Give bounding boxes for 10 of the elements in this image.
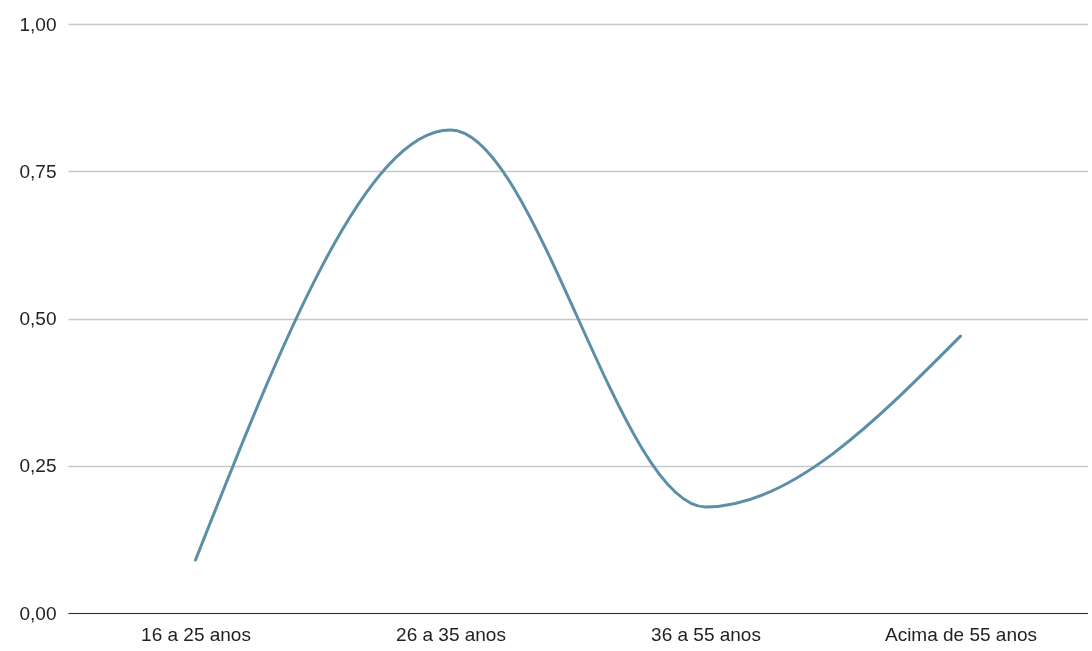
y-tick-label: 0,50 [19, 308, 57, 329]
y-tick-label: 0,25 [19, 455, 57, 477]
y-tick-label: 0,00 [19, 602, 57, 624]
x-tick-label: 16 a 25 anos [141, 623, 251, 645]
x-tick-label: 26 a 35 anos [396, 623, 506, 645]
y-tick-label: 1,00 [19, 13, 57, 35]
line-series [194, 128, 962, 562]
y-tick-label: 0,75 [19, 160, 57, 182]
x-tick-label: 36 a 55 anos [651, 623, 761, 645]
x-tick-label: Acima de 55 anos [884, 623, 1038, 645]
